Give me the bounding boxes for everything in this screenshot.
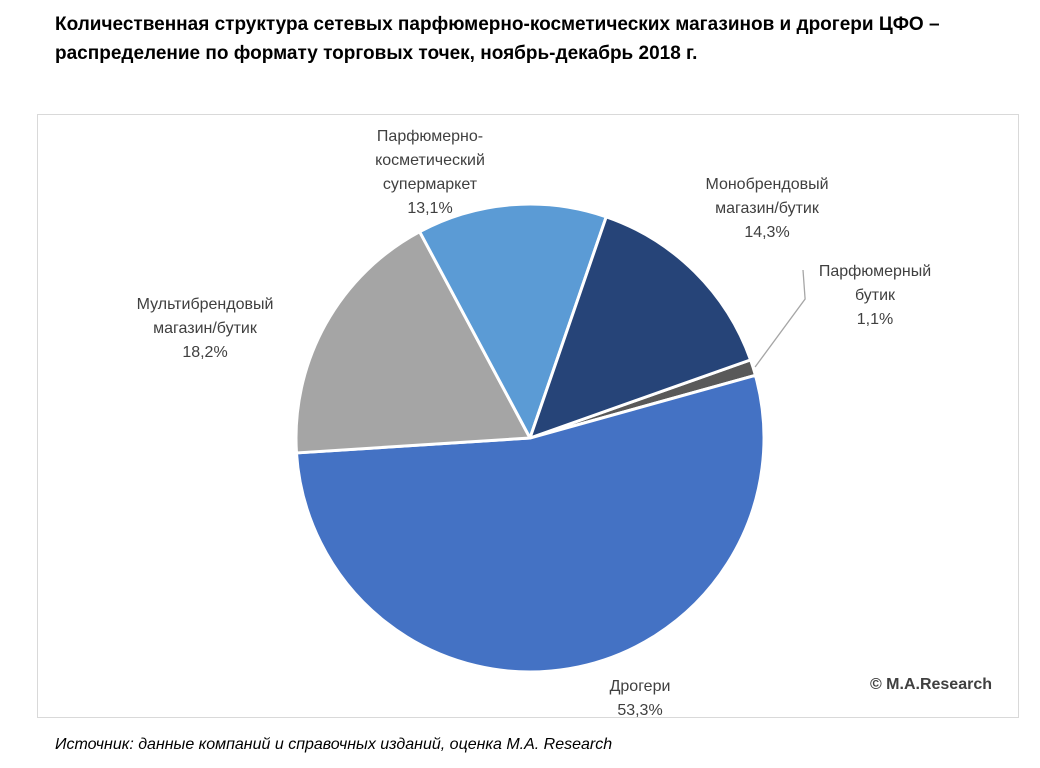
slice-label: Мультибрендовый магазин/бутик 18,2% (137, 296, 274, 361)
source-note: Источник: данные компаний и справочных и… (55, 736, 613, 753)
pie-slice (528, 215, 753, 440)
chart-frame (37, 114, 1019, 718)
slice-label: Монобрендовый магазин/бутик 14,3% (705, 176, 828, 241)
slice-label: Парфюмерно-косметический супермаркет 13,1% (375, 128, 485, 217)
chart-title: Количественная структура сетевых парфюме… (55, 14, 940, 64)
copyright-label: © M.A.Research (869, 676, 992, 693)
slice-label: Парфюмерный бутик 1,1% (819, 263, 931, 328)
leader-line (754, 269, 806, 368)
pie-slice (418, 202, 608, 440)
pie-slice (294, 230, 532, 455)
pie-slice (294, 373, 766, 674)
slice-label: Дрогери 53,3% (610, 678, 671, 719)
